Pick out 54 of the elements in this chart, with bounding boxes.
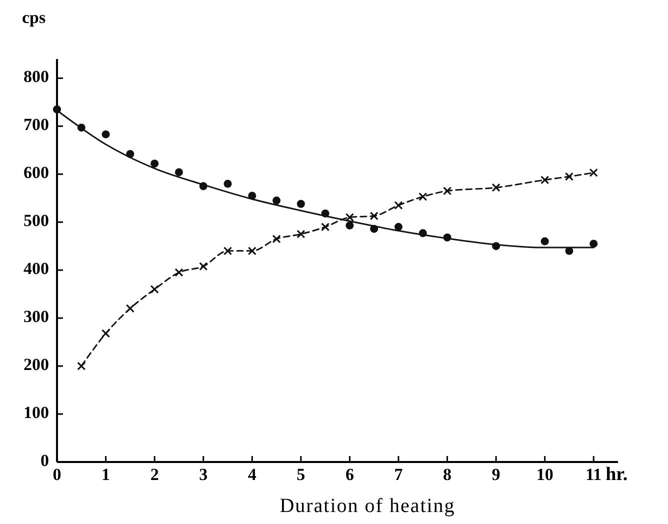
x-tick-label: 10 <box>536 465 554 484</box>
y-tick-label: 300 <box>24 306 49 326</box>
point <box>126 304 134 313</box>
x-tick-label: 1 <box>102 465 110 484</box>
point <box>248 246 256 256</box>
point <box>150 160 159 168</box>
x-tick-label: 2 <box>150 465 159 484</box>
point <box>296 200 305 208</box>
point <box>272 196 281 205</box>
point <box>174 168 183 176</box>
point <box>321 222 330 232</box>
x-tick-label: 9 <box>492 465 500 484</box>
y-tick-label: 800 <box>24 67 49 86</box>
y-axis-title: cps <box>22 8 46 27</box>
x-tick-label: 5 <box>296 465 306 484</box>
y-tick-label: 700 <box>24 115 49 134</box>
text: hr. <box>606 464 628 485</box>
y-tick-label: 600 <box>24 163 49 182</box>
point <box>540 237 549 246</box>
y-tick-label: 100 <box>24 402 49 422</box>
point <box>370 212 378 220</box>
point <box>346 221 354 230</box>
point <box>77 362 86 370</box>
x-tick-label: 8 <box>443 465 452 484</box>
x-tick-label: 0 <box>52 465 62 484</box>
point <box>296 230 306 238</box>
y-tick-label: 500 <box>24 211 49 230</box>
point <box>394 201 403 210</box>
point <box>590 240 598 248</box>
x-axis-title: Duration of heating <box>280 495 456 517</box>
point <box>174 268 184 277</box>
point <box>223 246 232 256</box>
point <box>150 284 159 294</box>
x-tick-label: 6 <box>345 465 354 484</box>
x-tick-label: 11 <box>586 465 602 484</box>
point <box>199 262 208 271</box>
point <box>540 176 550 184</box>
point <box>589 168 598 178</box>
point <box>272 234 281 244</box>
y-tick-label: 0 <box>40 450 49 470</box>
point <box>101 329 110 338</box>
point <box>492 183 500 192</box>
point <box>394 222 402 231</box>
point <box>102 130 110 138</box>
x-tick-label: 4 <box>248 465 257 484</box>
x-tick-label: 7 <box>394 465 404 484</box>
point <box>418 192 428 201</box>
point <box>564 172 574 181</box>
y-tick-label: 200 <box>24 354 49 374</box>
point <box>224 180 232 188</box>
point <box>345 213 354 222</box>
y-tick-label: 400 <box>24 259 49 278</box>
x-tick-label: 3 <box>199 465 208 484</box>
point <box>442 186 452 196</box>
